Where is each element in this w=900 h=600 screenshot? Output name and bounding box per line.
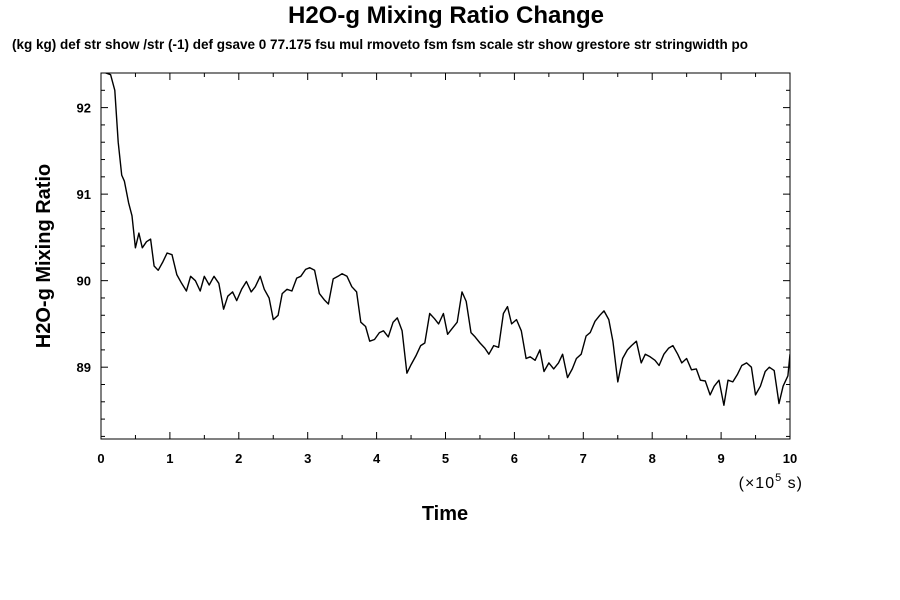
chart-title: H2O-g Mixing Ratio Change xyxy=(288,2,604,29)
x-unit-prefix: (×10 xyxy=(739,475,775,492)
x-tick-label: 1 xyxy=(166,451,173,466)
y-tick-label: 89 xyxy=(77,360,91,375)
x-tick-label: 0 xyxy=(97,451,104,466)
series-layer xyxy=(103,73,790,406)
x-tick-label: 3 xyxy=(304,451,311,466)
y-axis: 89 90 91 92 xyxy=(77,72,790,437)
x-tick-label: 8 xyxy=(649,451,656,466)
x-axis-unit: (×105 s) xyxy=(739,472,803,492)
x-tick-label: 4 xyxy=(373,451,381,466)
x-axis: 0 1 2 3 4 5 6 7 8 9 10 xyxy=(97,73,797,466)
y-axis-label: H2O-g Mixing Ratio xyxy=(33,164,55,348)
x-axis-label: Time xyxy=(422,503,468,525)
x-tick-label: 10 xyxy=(783,451,797,466)
y-tick-label: 90 xyxy=(77,274,91,289)
chart-subtitle: (kg kg) def str show /str (-1) def gsave… xyxy=(12,37,748,52)
x-tick-label: 5 xyxy=(442,451,449,466)
y-tick-label: 91 xyxy=(77,187,91,202)
series-line-0 xyxy=(103,73,790,406)
x-tick-label: 2 xyxy=(235,451,242,466)
x-unit-suffix: s) xyxy=(782,475,803,492)
x-tick-label: 9 xyxy=(717,451,724,466)
x-tick-label: 6 xyxy=(511,451,518,466)
x-unit-exponent: 5 xyxy=(775,472,782,484)
plot-area xyxy=(100,72,791,440)
x-tick-label: 7 xyxy=(580,451,587,466)
plot-border xyxy=(100,72,791,440)
y-tick-label: 92 xyxy=(77,101,91,116)
